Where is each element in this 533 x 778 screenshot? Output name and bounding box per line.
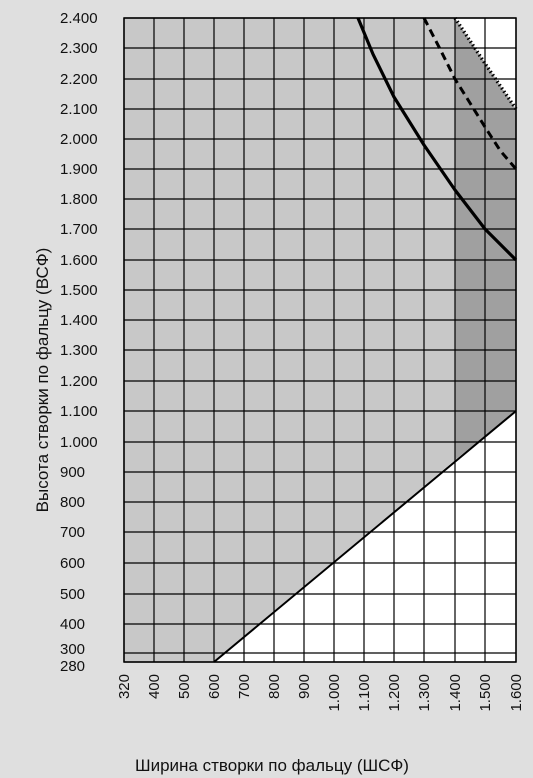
y-tick-label: 2.000 (60, 131, 98, 148)
x-tick-label: 800 (266, 674, 283, 699)
y-tick-label: 400 (60, 616, 85, 633)
x-tick-label: 400 (146, 674, 163, 699)
y-tick-label: 1.800 (60, 191, 98, 208)
y-tick-label: 300 (60, 641, 85, 658)
x-tick-label: 900 (296, 674, 313, 699)
x-tick-label: 1.100 (356, 674, 373, 712)
y-axis-title: Высота створки по фальцу (ВСФ) (33, 248, 52, 513)
y-tick-label: 2.400 (60, 10, 98, 27)
y-tick-label: 1.500 (60, 282, 98, 299)
y-tick-label: 500 (60, 586, 85, 603)
y-tick-label: 1.700 (60, 221, 98, 238)
y-tick-label: 1.400 (60, 312, 98, 329)
y-tick-label: 2.300 (60, 40, 98, 57)
x-tick-label: 1.600 (508, 674, 525, 712)
y-tick-label: 800 (60, 494, 85, 511)
series-lines (213, 17, 518, 663)
series-line-dashed-1 (422, 17, 518, 170)
series-line-solid-3 (213, 410, 517, 663)
x-tick-label: 1.300 (416, 674, 433, 712)
y-tick-label: 280 (60, 658, 85, 675)
x-tick-label: 600 (206, 674, 223, 699)
y-tick-label: 1.900 (60, 161, 98, 178)
y-tick-label: 2.100 (60, 101, 98, 118)
x-tick-label: 1.500 (477, 674, 494, 712)
shaded-regions (124, 18, 516, 662)
grid (123, 17, 517, 663)
y-tick-label: 1.600 (60, 252, 98, 269)
x-tick-label: 700 (236, 674, 253, 699)
plot-frame (123, 17, 517, 663)
x-tick-label: 1.000 (326, 674, 343, 712)
light-region (124, 18, 455, 662)
x-axis-title: Ширина створки по фальцу (ШСФ) (135, 756, 409, 775)
y-tick-label: 900 (60, 464, 85, 481)
x-tick-label: 320 (116, 674, 133, 699)
x-tick-label: 1.400 (447, 674, 464, 712)
y-tick-label: 1.000 (60, 434, 98, 451)
y-tick-label: 600 (60, 555, 85, 572)
y-tick-label: 700 (60, 524, 85, 541)
y-tick-label: 2.200 (60, 71, 98, 88)
y-tick-label: 1.200 (60, 373, 98, 390)
series-line-solid-0 (356, 17, 518, 262)
x-tick-label: 500 (176, 674, 193, 699)
x-tick-label: 1.200 (386, 674, 403, 712)
y-tick-label: 1.100 (60, 403, 98, 420)
y-tick-label: 1.300 (60, 342, 98, 359)
